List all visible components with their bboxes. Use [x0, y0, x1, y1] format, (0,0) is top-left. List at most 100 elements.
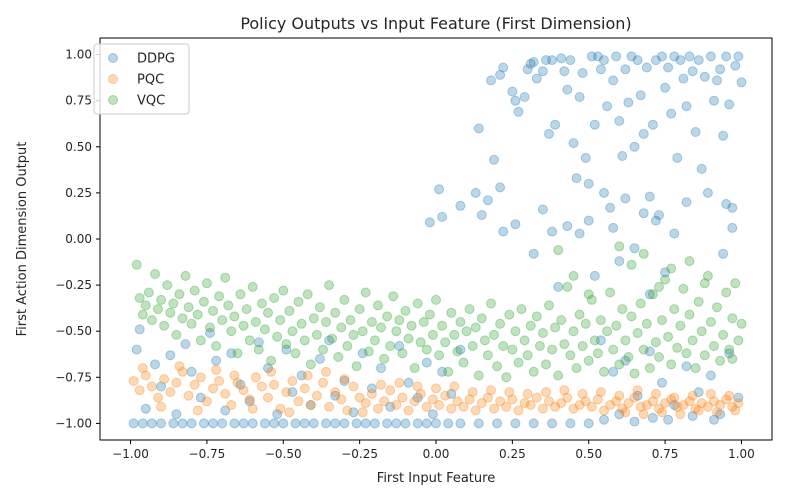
data-point — [614, 256, 625, 267]
x-tick-label: −1.00 — [112, 447, 149, 461]
data-point — [168, 298, 179, 309]
data-point — [467, 341, 478, 351]
y-tick-label: −0.75 — [55, 370, 92, 384]
data-point — [443, 418, 454, 429]
data-point — [501, 372, 512, 383]
data-point — [476, 313, 487, 324]
data-point — [287, 376, 298, 386]
data-point — [644, 191, 655, 202]
data-point — [357, 326, 368, 337]
data-point — [235, 289, 246, 300]
data-point — [733, 51, 744, 62]
data-point — [421, 357, 432, 368]
data-point — [266, 366, 277, 377]
data-point — [330, 418, 341, 429]
data-point — [269, 379, 280, 390]
data-point — [137, 363, 148, 374]
data-point — [550, 322, 561, 333]
data-point — [568, 403, 579, 414]
data-point — [171, 409, 182, 420]
data-point — [174, 361, 185, 372]
data-point — [623, 97, 634, 108]
data-point — [528, 418, 539, 429]
data-point — [226, 400, 237, 410]
data-point — [690, 363, 701, 374]
data-point — [531, 311, 542, 322]
data-point — [736, 77, 747, 88]
data-point — [183, 302, 194, 313]
data-point — [464, 394, 475, 405]
data-point — [269, 418, 280, 429]
data-point — [599, 414, 609, 425]
data-point — [559, 385, 570, 396]
data-point — [482, 392, 493, 403]
data-point — [339, 418, 350, 429]
data-point — [565, 55, 576, 66]
data-point — [687, 390, 698, 401]
data-point — [592, 51, 603, 62]
data-point — [617, 403, 628, 414]
x-tick-label: −0.50 — [265, 447, 302, 461]
data-point — [403, 333, 414, 344]
data-point — [547, 55, 558, 66]
data-point — [360, 287, 371, 298]
data-point — [226, 348, 237, 359]
data-point — [235, 379, 246, 390]
data-point — [507, 344, 518, 355]
data-point — [482, 195, 493, 206]
data-point — [232, 377, 243, 388]
data-point — [495, 396, 506, 407]
data-point — [259, 324, 270, 335]
data-point — [580, 318, 591, 329]
data-point — [470, 187, 481, 198]
data-point — [363, 346, 374, 357]
data-point — [556, 398, 567, 409]
data-point — [541, 55, 551, 66]
data-point — [568, 326, 579, 337]
data-point — [519, 92, 530, 102]
data-point — [366, 383, 377, 394]
data-point — [455, 317, 466, 327]
data-point — [446, 307, 457, 318]
data-point — [531, 392, 542, 403]
data-point — [214, 291, 225, 302]
data-point — [290, 418, 301, 429]
data-point — [669, 392, 680, 403]
data-point — [431, 294, 441, 305]
data-point — [330, 307, 341, 318]
data-point — [308, 418, 319, 429]
data-point — [440, 390, 451, 401]
data-point — [134, 385, 145, 396]
data-point — [681, 101, 692, 112]
data-point — [403, 377, 414, 388]
legend-marker-pqc — [108, 74, 118, 84]
data-point — [614, 390, 625, 401]
data-point — [620, 355, 631, 366]
data-point — [629, 392, 640, 403]
data-point — [709, 95, 719, 106]
data-point — [452, 396, 463, 407]
data-point — [504, 387, 515, 398]
data-point — [730, 405, 741, 416]
data-point — [709, 414, 719, 425]
data-point — [672, 342, 683, 353]
data-point — [678, 73, 689, 84]
data-point — [522, 388, 533, 399]
data-point — [137, 309, 148, 320]
data-point — [208, 305, 218, 316]
data-point — [302, 370, 313, 381]
data-point — [544, 128, 554, 139]
data-point — [522, 350, 533, 361]
data-point — [379, 396, 390, 407]
data-point — [675, 55, 686, 66]
data-point — [510, 219, 521, 230]
data-point — [504, 309, 515, 320]
data-point — [681, 197, 692, 208]
data-point — [620, 193, 631, 204]
data-point — [571, 173, 582, 184]
data-point — [153, 392, 163, 403]
data-point — [495, 318, 506, 329]
data-point — [489, 154, 499, 165]
x-axis: −1.00 −0.75 −0.50 −0.25 0.00 0.25 0.50 0.75 1.00 — [112, 440, 755, 461]
y-tick-label: 0.00 — [65, 232, 92, 246]
